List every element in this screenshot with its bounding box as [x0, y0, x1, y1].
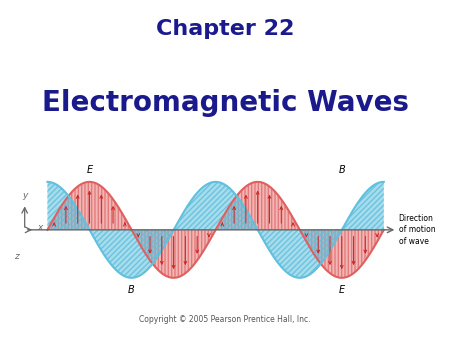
- Text: Direction
of motion
of wave: Direction of motion of wave: [399, 214, 435, 246]
- Text: y: y: [22, 191, 27, 200]
- Text: Electromagnetic Waves: Electromagnetic Waves: [41, 89, 409, 117]
- Text: E: E: [86, 165, 93, 175]
- Text: Copyright © 2005 Pearson Prentice Hall, Inc.: Copyright © 2005 Pearson Prentice Hall, …: [139, 315, 311, 324]
- Text: E: E: [339, 285, 345, 295]
- Text: x: x: [37, 223, 42, 232]
- Text: B: B: [338, 165, 345, 175]
- Text: B: B: [128, 285, 135, 295]
- Text: z: z: [14, 252, 18, 261]
- Text: Chapter 22: Chapter 22: [156, 20, 294, 40]
